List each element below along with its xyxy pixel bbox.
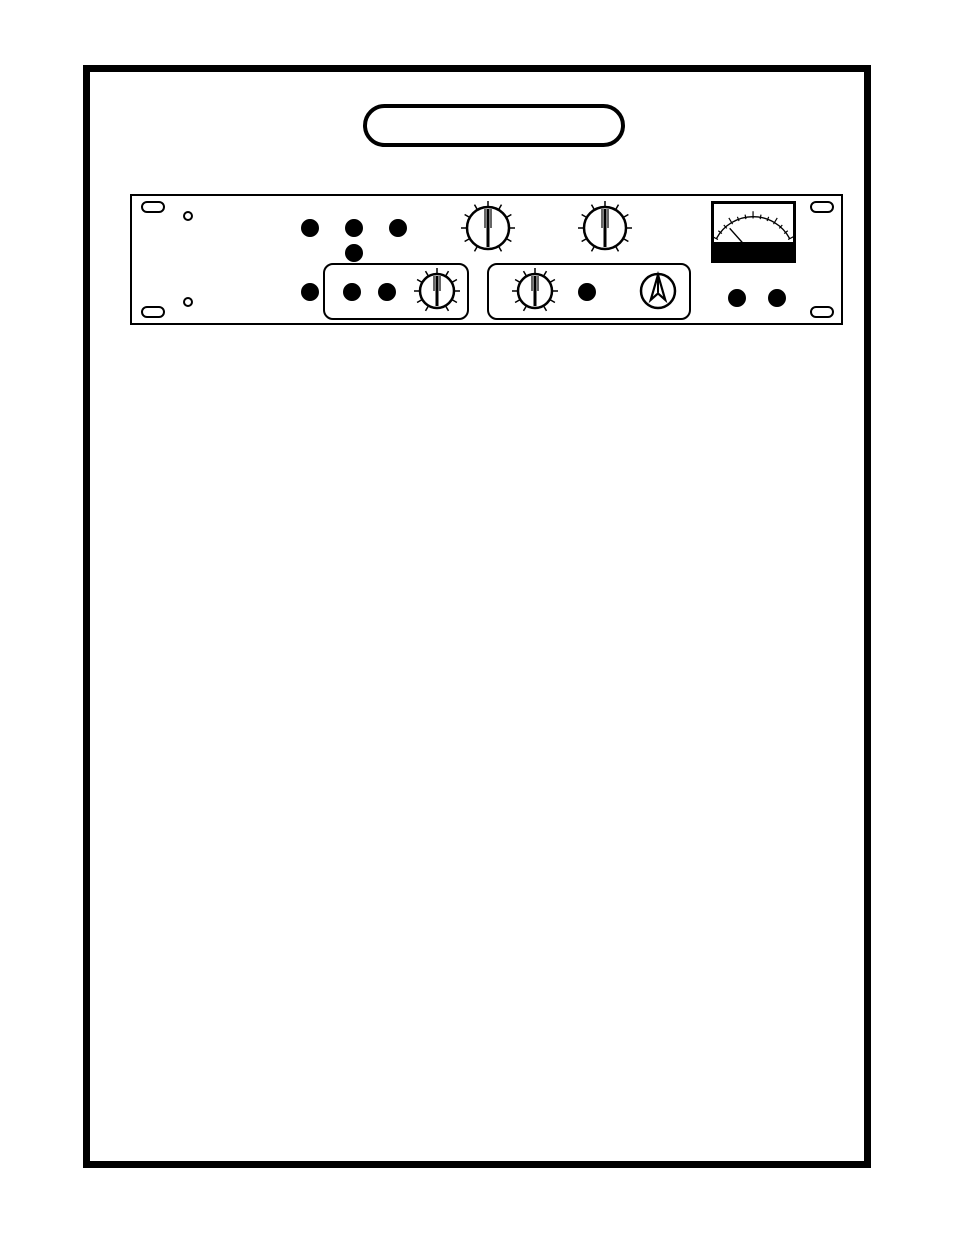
rack-slot [810, 306, 834, 318]
rack-slot [141, 201, 165, 213]
push-button[interactable] [768, 289, 786, 307]
push-button[interactable] [578, 283, 596, 301]
push-button[interactable] [345, 219, 363, 237]
rack-slot [810, 201, 834, 213]
push-button[interactable] [301, 283, 319, 301]
push-button[interactable] [378, 283, 396, 301]
push-button[interactable] [301, 219, 319, 237]
rotary-knob[interactable] [576, 199, 634, 257]
vu-meter [711, 201, 796, 263]
rotary-knob[interactable] [510, 266, 560, 316]
rotary-knob[interactable] [633, 266, 683, 316]
rotary-knob[interactable] [459, 199, 517, 257]
rack-slot [141, 306, 165, 318]
rotary-knob[interactable] [412, 266, 462, 316]
page [0, 0, 954, 1235]
push-button[interactable] [728, 289, 746, 307]
screw-hole [183, 211, 193, 221]
push-button[interactable] [345, 244, 363, 262]
push-button[interactable] [343, 283, 361, 301]
screw-hole [183, 297, 193, 307]
push-button[interactable] [389, 219, 407, 237]
carry-handle [363, 104, 625, 147]
